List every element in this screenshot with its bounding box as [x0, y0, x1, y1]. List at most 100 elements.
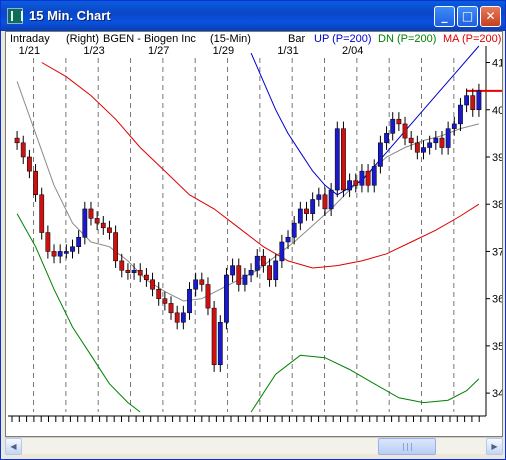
price-bar — [347, 180, 353, 191]
price-bar — [334, 128, 340, 191]
horizontal-scrollbar[interactable]: ◀ ▶ — [5, 437, 503, 455]
thin-average-line — [16, 81, 480, 302]
price-bar — [248, 270, 254, 276]
price-bar — [359, 170, 365, 186]
price-bar — [254, 255, 260, 271]
chart-app-icon — [7, 8, 23, 24]
scroll-grip-icon — [403, 443, 412, 451]
price-bars — [14, 83, 482, 372]
price-bar — [236, 265, 242, 285]
price-bar — [174, 312, 180, 323]
price-bar — [205, 284, 211, 309]
price-bar — [143, 274, 149, 281]
maximize-button[interactable]: □ — [457, 6, 478, 27]
price-bar — [421, 147, 426, 153]
price-bar — [377, 142, 383, 167]
price-bar — [402, 123, 408, 139]
price-bar — [180, 312, 186, 323]
scroll-right-button[interactable]: ▶ — [486, 438, 503, 455]
price-bar — [94, 218, 100, 224]
dn-band-line-right — [250, 354, 480, 413]
price-bar — [45, 232, 51, 252]
price-bar — [76, 237, 82, 247]
date-dividers — [33, 58, 455, 412]
up-band-line — [337, 45, 480, 196]
price-bar — [433, 137, 439, 144]
price-bar — [427, 142, 433, 148]
price-bar — [414, 142, 420, 153]
price-bar — [33, 170, 38, 196]
x-label: 1/21 — [19, 45, 40, 57]
price-bar — [26, 156, 32, 172]
y-tick-label: 37 — [492, 246, 502, 258]
price-bar — [470, 95, 476, 111]
price-bar — [408, 137, 414, 144]
price-bar — [396, 118, 402, 125]
y-tick-label: 41 — [492, 58, 502, 70]
x-label: 1/23 — [83, 45, 104, 57]
price-bar — [51, 251, 57, 257]
price-bar — [193, 279, 199, 290]
close-button[interactable]: ✕ — [480, 6, 501, 27]
price-bar — [273, 260, 279, 281]
price-bar — [384, 133, 389, 144]
dn-legend: DN (P=200) — [378, 33, 436, 45]
window-title: 15 Min. Chart — [29, 8, 111, 23]
price-bar — [20, 142, 26, 158]
axis-side-label: (Right) — [66, 33, 99, 45]
price-bar — [341, 128, 346, 191]
price-bar — [150, 279, 155, 290]
y-tick-label: 38 — [492, 199, 502, 211]
price-bar — [224, 274, 229, 323]
price-bar — [88, 208, 94, 219]
up-legend: UP (P=200) — [314, 33, 372, 45]
price-bar — [119, 260, 125, 271]
y-tick-label: 36 — [492, 294, 502, 306]
price-bar — [451, 123, 457, 129]
price-bar — [322, 194, 328, 210]
x-axis-labels: 1/21 1/23 1/27 1/29 1/31 2/04 — [19, 45, 364, 57]
price-bar — [390, 118, 396, 134]
price-bar — [168, 303, 174, 314]
price-bar — [82, 208, 88, 238]
scroll-thumb[interactable] — [378, 438, 436, 455]
mode-label: Intraday — [10, 33, 50, 45]
scroll-left-button[interactable]: ◀ — [5, 438, 22, 455]
price-bar — [304, 208, 309, 214]
price-bar — [39, 194, 45, 233]
dn-band-line — [16, 213, 141, 413]
price-bar — [100, 222, 106, 229]
symbol-label: BGEN - Biogen Inc — [103, 33, 196, 45]
price-bar — [230, 265, 236, 276]
y-axis: 34 35 36 37 38 39 40 41 — [485, 46, 502, 416]
price-bar — [113, 232, 119, 262]
price-chart[interactable]: Intraday (Right) BGEN - Biogen Inc (15-M… — [6, 32, 502, 436]
price-bar — [131, 270, 137, 273]
price-bar — [162, 298, 168, 304]
price-bar — [107, 227, 112, 233]
price-bar — [310, 199, 316, 214]
y-tick-label: 34 — [492, 388, 502, 400]
interval-label: (15-Min) — [210, 33, 251, 45]
title-bar[interactable]: 15 Min. Chart _ □ ✕ — [1, 1, 505, 31]
price-bar — [458, 104, 463, 125]
x-label: 1/27 — [148, 45, 169, 57]
x-axis-ticks — [8, 415, 486, 422]
price-bar — [279, 241, 285, 262]
price-bar — [187, 288, 192, 314]
price-bar — [14, 137, 20, 144]
price-bar — [371, 166, 377, 186]
x-label: 2/04 — [342, 45, 363, 57]
price-bar — [365, 170, 371, 186]
price-bar — [260, 255, 266, 266]
price-bar — [217, 322, 223, 366]
price-bar — [70, 246, 75, 252]
price-bar — [476, 90, 482, 111]
minimize-button[interactable]: _ — [434, 6, 455, 27]
y-tick-label: 40 — [492, 105, 502, 117]
up-band-line-left — [250, 52, 338, 196]
price-bar — [211, 307, 217, 366]
price-bar — [242, 274, 248, 285]
chart-area[interactable]: Intraday (Right) BGEN - Biogen Inc (15-M… — [5, 31, 503, 437]
